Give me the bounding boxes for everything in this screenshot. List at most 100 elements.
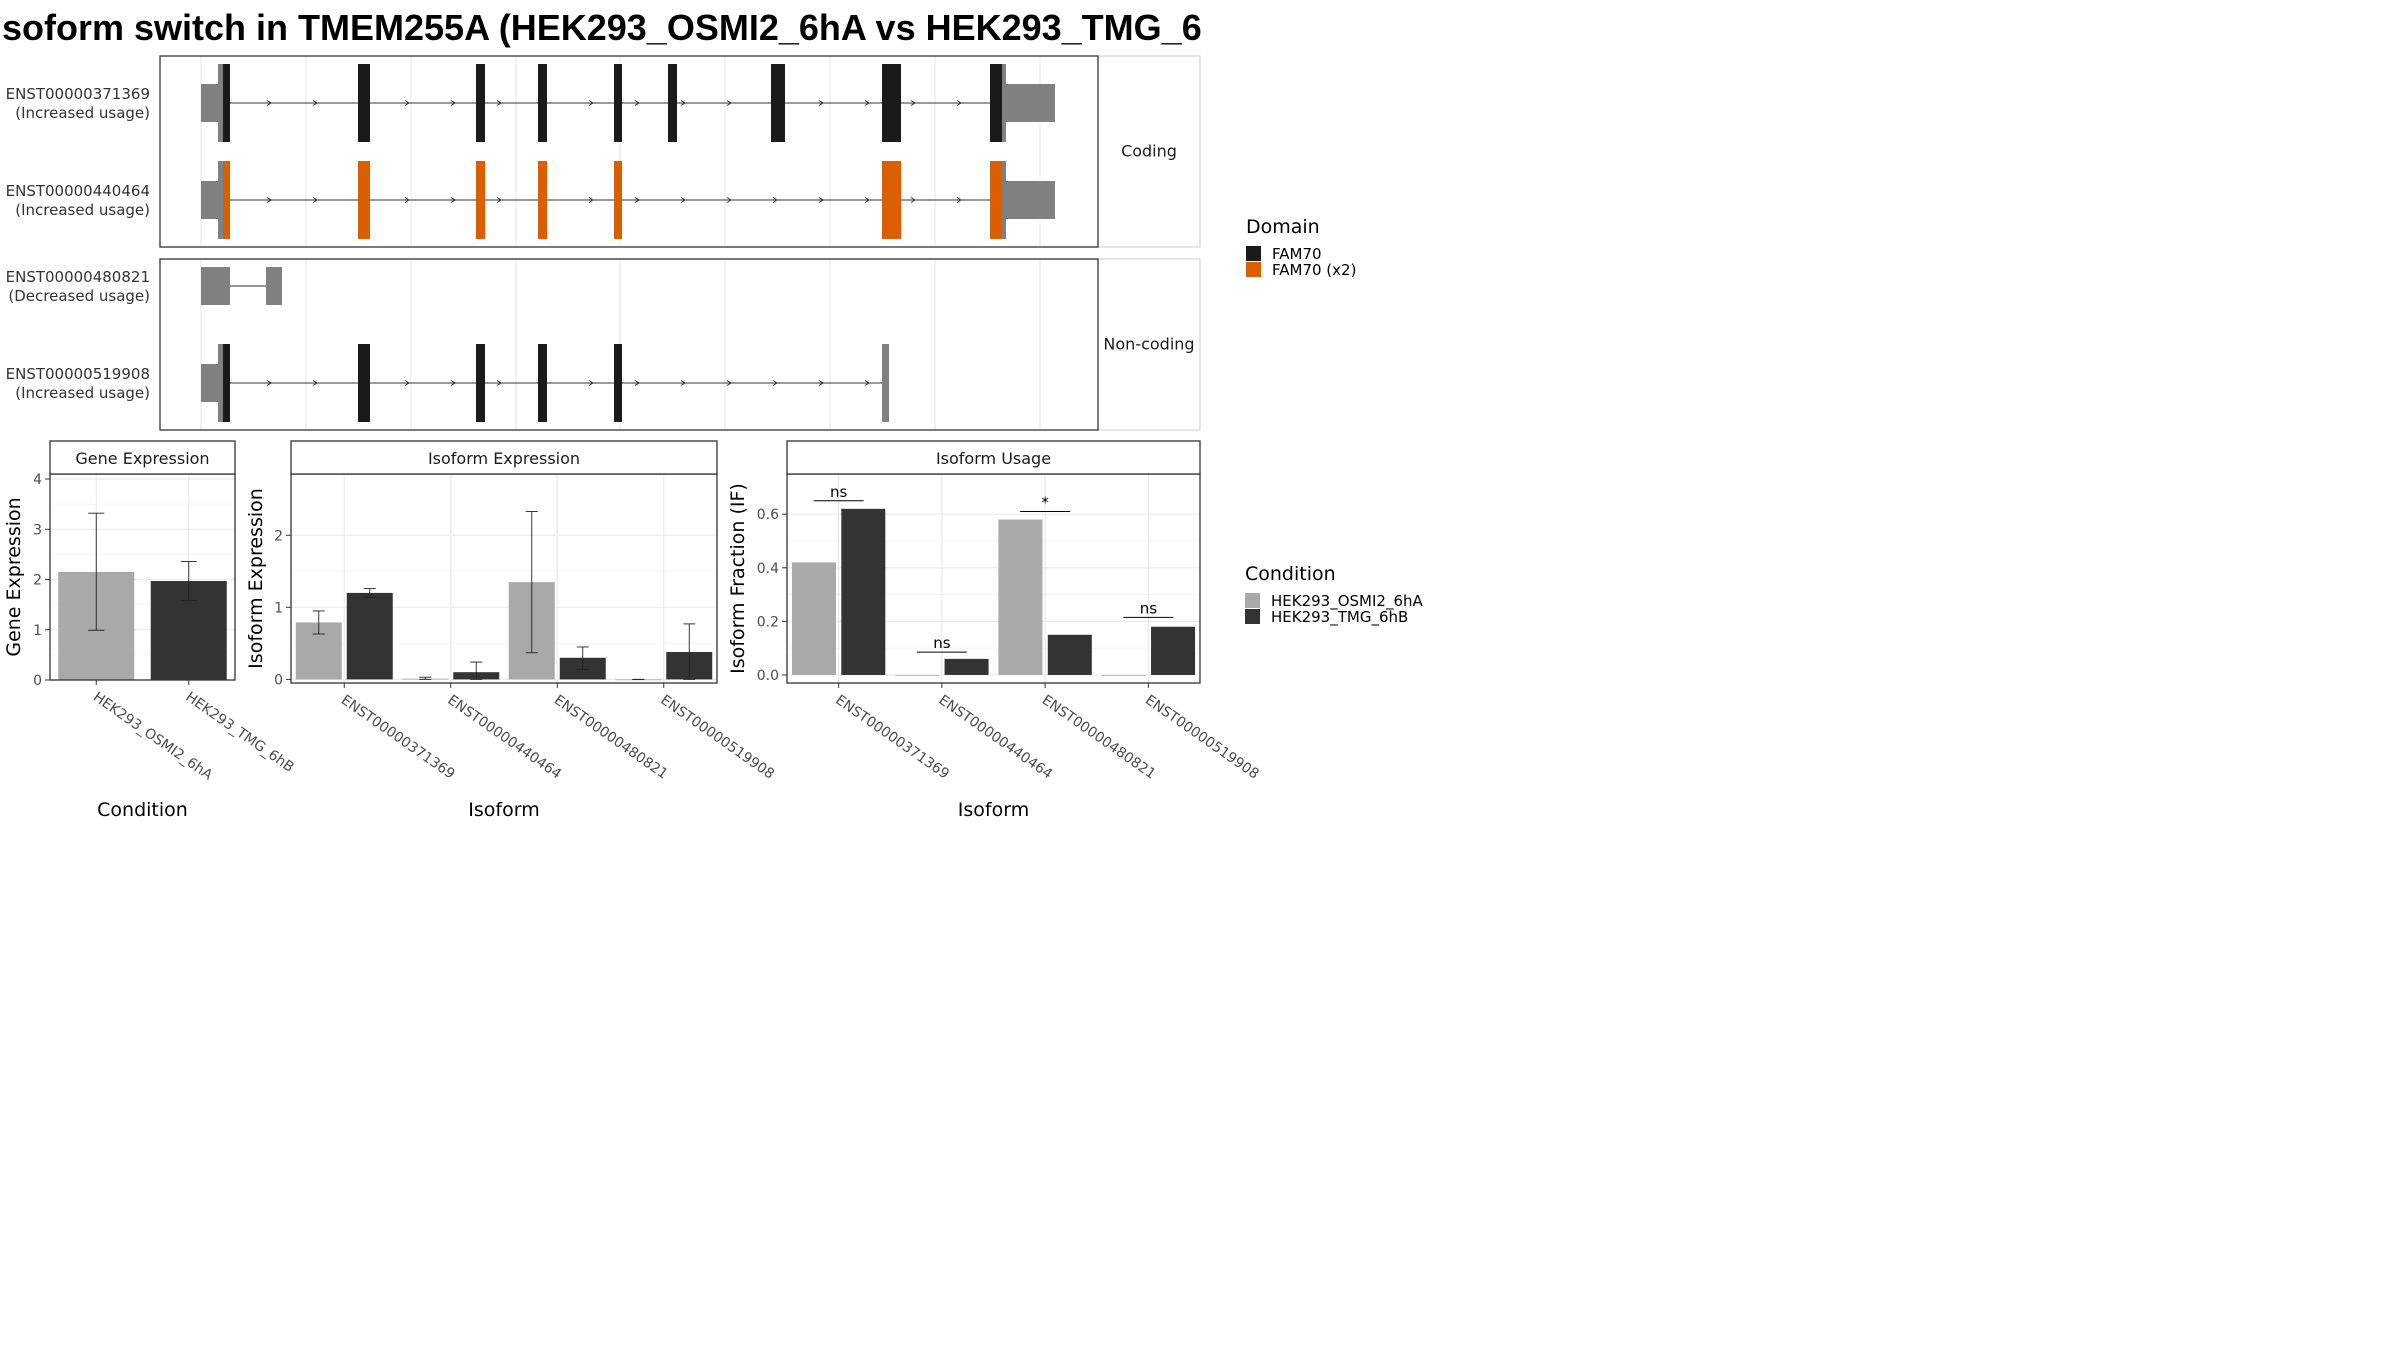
x-tick-label: ENST00000519908 [1142, 692, 1262, 782]
utr-block [201, 181, 223, 219]
significance-label: ns [830, 483, 848, 501]
bar-panel-3: ns ns * ns Isoform Usage 0.0 0.2 0.4 0.6 ENST0000… [727, 440, 1262, 821]
coding-exon [614, 344, 622, 422]
panel-strip [290, 440, 718, 475]
coding-exon [614, 161, 622, 239]
structure-facet-bg [160, 259, 1098, 430]
strand-arrow [496, 197, 502, 203]
strand-arrow [726, 100, 732, 106]
x-tick-label: ENST00000519908 [657, 692, 777, 782]
strand-arrow [956, 100, 962, 106]
transcript-usage-label: (Decreased usage) [8, 287, 150, 305]
facet-strip-label: Non-coding [1103, 335, 1194, 354]
x-tick-label: ENST00000371369 [338, 692, 458, 782]
coding-exon [223, 344, 230, 422]
noncoding-exon [266, 267, 282, 305]
coding-exon [538, 64, 547, 142]
structure-facet-border [159, 258, 1099, 431]
coding-exon [358, 344, 370, 422]
coding-exon [882, 64, 901, 142]
bar [841, 508, 886, 675]
x-tick-label: ENST00000371369 [832, 692, 952, 782]
strand-arrow [726, 380, 732, 386]
transcript-usage-label: (Increased usage) [15, 104, 150, 122]
transcript-structure-panel: CodingNon-codingENST00000371369(Increase… [6, 55, 1201, 431]
strand-arrow [680, 100, 686, 106]
strand-arrow [818, 100, 824, 106]
utr-exon [218, 161, 224, 239]
bar [1047, 634, 1092, 675]
coding-exon [771, 64, 785, 142]
y-tick-label: 0.0 [757, 668, 779, 684]
strand-arrow [588, 100, 594, 106]
coding-exon [358, 161, 370, 239]
strand-arrow [496, 380, 502, 386]
facet-strip [1097, 258, 1201, 431]
utr-block [201, 364, 223, 402]
utr-block [1005, 181, 1055, 219]
facet-strip-label: Coding [1121, 142, 1177, 161]
figure-title: Isoform switch in TMEM255A (HEK293_OSMI2… [0, 7, 1202, 48]
strand-arrow [312, 100, 318, 106]
transcript-id-label: ENST00000519908 [6, 365, 150, 383]
strand-arrow [312, 197, 318, 203]
y-tick-label: 0 [33, 673, 42, 689]
panel-strip [49, 440, 236, 475]
significance-label: ns [933, 634, 951, 652]
bar [1151, 626, 1196, 675]
strand-arrow [450, 380, 456, 386]
utr-exon [218, 344, 224, 422]
domain-legend-label: FAM70 [1272, 245, 1322, 263]
y-tick-label: 0 [274, 672, 283, 688]
bar [944, 658, 989, 675]
panel-strip [786, 440, 1201, 475]
y-axis-title: Gene Expression [3, 497, 25, 656]
coding-exon [538, 344, 547, 422]
condition-legend-key [1245, 609, 1260, 624]
bar-panel-2: Isoform Expression012ENST00000371369ENST… [245, 440, 777, 821]
utr-exon [1002, 64, 1006, 142]
transcript-usage-label: (Increased usage) [15, 201, 150, 219]
x-axis-title: Isoform [958, 799, 1029, 821]
panel-strip-title: Isoform Expression [428, 449, 580, 468]
x-axis-title: Condition [97, 799, 188, 821]
x-tick-label: ENST00000440464 [444, 692, 564, 782]
strand-arrow [634, 197, 640, 203]
strand-arrow [956, 197, 962, 203]
coding-exon [223, 161, 230, 239]
coding-exon [538, 161, 547, 239]
utr-exon [218, 64, 224, 142]
strand-arrow [588, 197, 594, 203]
y-tick-label: 0.2 [757, 614, 779, 630]
bar [791, 562, 836, 675]
y-tick-label: 1 [33, 623, 42, 639]
y-tick-label: 0.4 [757, 561, 779, 577]
significance-label: ns [1140, 599, 1158, 617]
strand-arrow [404, 100, 410, 106]
coding-exon [358, 64, 370, 142]
strand-arrow [404, 380, 410, 386]
strand-arrow [726, 197, 732, 203]
strand-arrow [450, 197, 456, 203]
bar [895, 674, 940, 676]
coding-exon [990, 161, 1003, 239]
bar [346, 592, 393, 680]
bar [998, 519, 1043, 675]
transcript-id-label: ENST00000480821 [6, 268, 150, 286]
strand-arrow [680, 197, 686, 203]
y-tick-label: 2 [33, 573, 42, 589]
domain-legend-key [1246, 246, 1261, 261]
facet-strip [1097, 55, 1201, 248]
strand-arrow [496, 100, 502, 106]
coding-exon [668, 64, 677, 142]
condition-legend-title: Condition [1245, 563, 1336, 585]
strand-arrow [864, 380, 870, 386]
x-tick-label: ENST00000480821 [1039, 692, 1159, 782]
figure-canvas: Isoform switch in TMEM255A (HEK293_OSMI2… [0, 7, 1424, 821]
y-tick-label: 1 [274, 600, 283, 616]
coding-exon [223, 64, 230, 142]
y-tick-label: 0.6 [757, 507, 779, 523]
strand-arrow [772, 197, 778, 203]
coding-exon [476, 161, 485, 239]
